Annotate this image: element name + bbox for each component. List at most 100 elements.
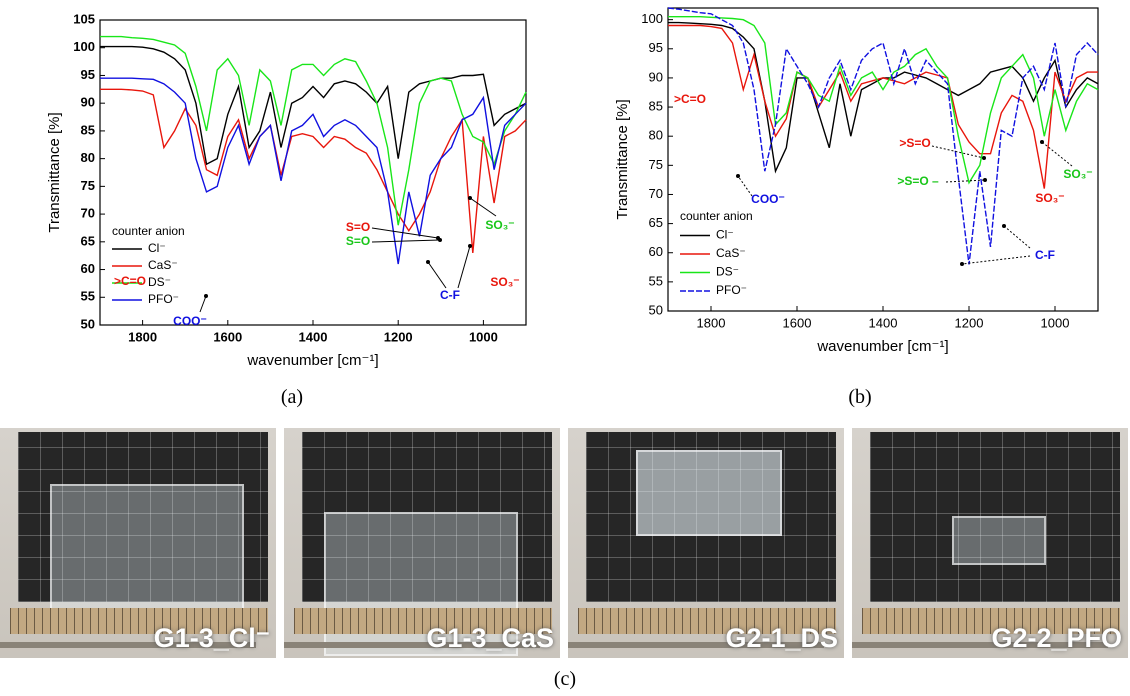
charts: 50 55 60 65 70 75 80 85 90 95 100 105 1800 1600 1400 12… xyxy=(46,7,1099,369)
spectrum-line xyxy=(100,88,527,253)
x-tick-label: 1400 xyxy=(869,315,898,330)
legend-label: DS⁻ xyxy=(716,265,739,279)
y-tick-label: 80 xyxy=(649,128,663,143)
annotation: >S=O – xyxy=(897,174,939,188)
annotation: >C=O xyxy=(114,274,146,288)
y-tick-label: 85 xyxy=(649,98,663,113)
annotation: SO₃⁻ xyxy=(490,275,519,289)
annotation-arrow xyxy=(931,145,985,159)
y-tick-label: 100 xyxy=(73,39,95,54)
annotation-arrow xyxy=(371,227,439,239)
annotation-arrow-head xyxy=(468,196,472,200)
annotation: SO₃⁻ xyxy=(485,218,514,232)
y-tick-label: 55 xyxy=(649,273,663,288)
annotation-arrow xyxy=(371,239,441,243)
annotation-arrow xyxy=(1041,141,1073,167)
y-tick-label: 65 xyxy=(649,215,663,230)
annotation-arrow-head xyxy=(982,156,986,160)
legend-label: Cl⁻ xyxy=(716,228,734,242)
x-tick-label: 1800 xyxy=(697,315,726,330)
annotation: C-F xyxy=(1035,248,1055,262)
y-tick-label: 95 xyxy=(81,67,95,82)
panel-label: (c) xyxy=(553,668,577,690)
legend-label: Cl⁻ xyxy=(148,241,166,255)
y-tick-label: 90 xyxy=(649,69,663,84)
x-tick-label: 1000 xyxy=(469,329,498,344)
legend-label: CaS⁻ xyxy=(716,246,746,260)
photo-caption: G2-2_PFO xyxy=(991,623,1122,653)
x-tick-label: 1400 xyxy=(299,329,328,344)
photo-caption: G2-1_DS xyxy=(725,623,838,653)
annotation-arrow xyxy=(737,175,753,197)
annotation-arrow-head xyxy=(1040,140,1044,144)
annotation-arrow-head xyxy=(438,238,442,242)
legend-label: PFO⁻ xyxy=(148,292,179,306)
annotation: S=O xyxy=(346,234,370,248)
y-tick-label: 75 xyxy=(81,178,95,193)
annotation-arrow xyxy=(457,245,471,289)
annotation: >C=O xyxy=(674,92,706,106)
y-tick-label: 80 xyxy=(81,150,95,165)
legend-title: counter anion xyxy=(112,224,185,238)
y-tick-label: 75 xyxy=(649,157,663,172)
y-tick-label: 85 xyxy=(81,122,95,137)
legend-label: DS⁻ xyxy=(148,275,171,289)
x-axis-label: wavenumber [cm⁻¹] xyxy=(246,352,378,369)
annotation-arrow-head xyxy=(960,262,964,266)
panel-label: (b) xyxy=(848,386,872,408)
spectrum-line xyxy=(100,35,527,226)
annotation-arrow xyxy=(945,179,986,183)
photo-caption: G1-3_Cl⁻ xyxy=(153,623,270,653)
x-tick-label: 1200 xyxy=(384,329,413,344)
y-tick-label: 50 xyxy=(81,316,95,331)
annotation-arrow xyxy=(1003,225,1031,249)
panel-label: (a) xyxy=(280,386,304,408)
y-axis-label: Transmittance [%] xyxy=(46,112,63,232)
annotation: >S=O xyxy=(899,136,930,150)
y-tick-label: 90 xyxy=(81,95,95,110)
y-tick-label: 70 xyxy=(649,186,663,201)
x-tick-label: 1600 xyxy=(213,329,242,344)
annotation-arrow-head xyxy=(736,174,740,178)
x-tick-label: 1600 xyxy=(783,315,812,330)
annotation: SO₃⁻ xyxy=(1035,191,1064,205)
annotation-arrow-head xyxy=(468,244,472,248)
legend-label: CaS⁻ xyxy=(148,258,178,272)
annotation-arrow xyxy=(199,295,207,313)
annotation: COO⁻ xyxy=(173,314,207,328)
x-axis-label: wavenumber [cm⁻¹] xyxy=(816,338,948,355)
y-tick-label: 100 xyxy=(641,11,663,26)
legend-title: counter anion xyxy=(680,209,753,223)
annotation: S=O xyxy=(346,220,370,234)
photo-caption: G1-3_CaS xyxy=(426,623,554,653)
legend-label: PFO⁻ xyxy=(716,283,747,297)
x-tick-label: 1200 xyxy=(955,315,984,330)
y-tick-label: 65 xyxy=(81,233,95,248)
spectrum-line xyxy=(668,24,1098,189)
annotation-arrow-head xyxy=(1002,224,1006,228)
spectrum-line xyxy=(667,7,1099,265)
y-tick-label: 50 xyxy=(649,302,663,317)
annotation-arrow-head xyxy=(426,260,430,264)
y-tick-label: 95 xyxy=(649,40,663,55)
annotation-arrow-head xyxy=(983,178,987,182)
annotation: COO⁻ xyxy=(751,192,785,206)
spectrum-line xyxy=(668,16,1099,185)
y-tick-label: 60 xyxy=(649,244,663,259)
y-tick-label: 60 xyxy=(81,261,95,276)
photo: G2-1_DS xyxy=(568,428,844,658)
photo: G1-3_CaS xyxy=(284,428,560,658)
annotation-arrow xyxy=(961,255,1031,265)
photo: G1-3_Cl⁻ xyxy=(0,428,276,658)
annotation: C-F xyxy=(440,288,460,302)
x-tick-label: 1800 xyxy=(128,329,157,344)
annotation-arrow-head xyxy=(204,294,208,298)
y-tick-label: 70 xyxy=(81,206,95,221)
y-tick-label: 105 xyxy=(73,11,95,26)
spectrum-line xyxy=(100,45,527,166)
y-axis-label: Transmittance [%] xyxy=(614,99,631,219)
annotation: SO₃⁻ xyxy=(1063,167,1092,181)
photo: G2-2_PFO xyxy=(852,428,1128,658)
spectrum-line xyxy=(100,77,527,265)
